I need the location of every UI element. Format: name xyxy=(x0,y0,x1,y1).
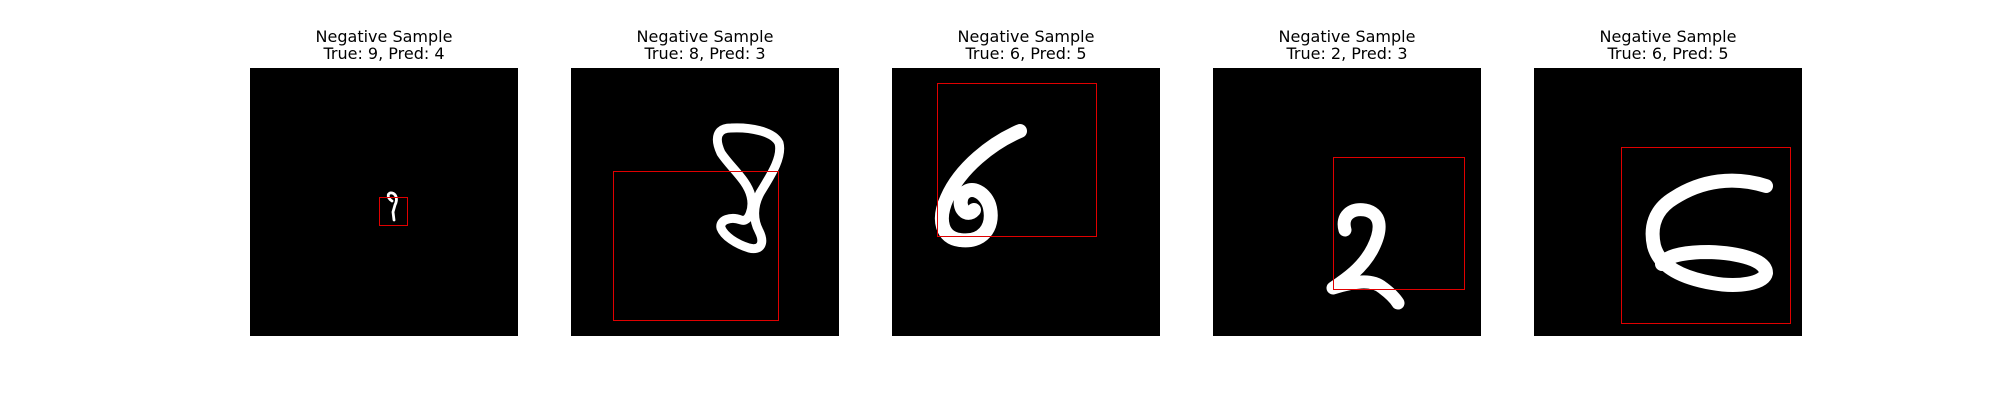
digit-image xyxy=(571,68,839,336)
digit-drawing xyxy=(1645,173,1773,292)
sample-panel-2: Negative Sample True: 8, Pred: 3 xyxy=(571,0,839,340)
digit-image xyxy=(892,68,1160,336)
panel-title-label: True: 6, Pred: 5 xyxy=(965,44,1087,63)
panel-title-main: Negative Sample xyxy=(315,27,453,46)
panel-title: Negative Sample True: 6, Pred: 5 xyxy=(1494,28,1842,62)
digit-image xyxy=(1534,68,1802,336)
prediction-box xyxy=(379,197,408,226)
panel-title: Negative Sample True: 8, Pred: 3 xyxy=(531,28,879,62)
digit-drawing xyxy=(934,124,1027,248)
sample-panel-5: Negative Sample True: 6, Pred: 5 xyxy=(1534,0,1802,340)
panel-title-label: True: 8, Pred: 3 xyxy=(644,44,766,63)
digit-drawing xyxy=(386,191,398,222)
digit-drawing xyxy=(712,123,785,254)
panel-title: Negative Sample True: 9, Pred: 4 xyxy=(210,28,558,62)
prediction-box xyxy=(613,171,779,321)
panel-title-main: Negative Sample xyxy=(636,27,774,46)
digit-image xyxy=(250,68,518,336)
prediction-box xyxy=(1333,157,1465,290)
panel-title-main: Negative Sample xyxy=(1599,27,1737,46)
panel-title-main: Negative Sample xyxy=(957,27,1095,46)
panel-title-main: Negative Sample xyxy=(1278,27,1416,46)
prediction-box xyxy=(937,83,1097,237)
panel-title-label: True: 9, Pred: 4 xyxy=(323,44,445,63)
panel-title: Negative Sample True: 2, Pred: 3 xyxy=(1173,28,1521,62)
prediction-box xyxy=(1621,147,1791,324)
sample-panel-3: Negative Sample True: 6, Pred: 5 xyxy=(892,0,1160,340)
panel-title-label: True: 2, Pred: 3 xyxy=(1286,44,1408,63)
sample-panel-1: Negative Sample True: 9, Pred: 4 xyxy=(250,0,518,340)
panel-title: Negative Sample True: 6, Pred: 5 xyxy=(852,28,1200,62)
digit-image xyxy=(1213,68,1481,336)
sample-panel-4: Negative Sample True: 2, Pred: 3 xyxy=(1213,0,1481,340)
panel-title-label: True: 6, Pred: 5 xyxy=(1607,44,1729,63)
